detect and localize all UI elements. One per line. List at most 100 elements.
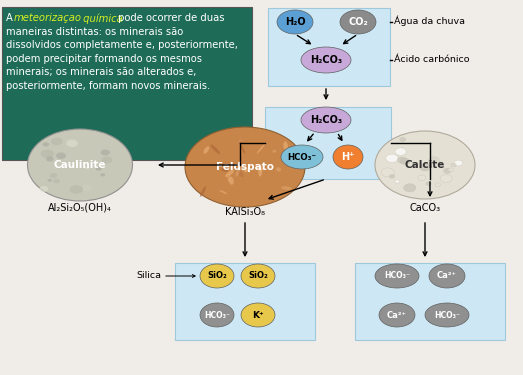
Text: H⁺: H⁺ — [342, 152, 355, 162]
Text: CO₂: CO₂ — [348, 17, 368, 27]
Ellipse shape — [381, 168, 394, 177]
Text: HCO₃⁻: HCO₃⁻ — [434, 310, 460, 320]
FancyBboxPatch shape — [355, 263, 505, 340]
Ellipse shape — [333, 145, 363, 169]
Ellipse shape — [340, 10, 376, 34]
Text: H₂CO₃: H₂CO₃ — [310, 55, 342, 65]
Text: SiO₂: SiO₂ — [207, 272, 227, 280]
Ellipse shape — [85, 166, 89, 170]
Ellipse shape — [56, 153, 66, 159]
Ellipse shape — [276, 167, 281, 172]
Ellipse shape — [283, 141, 288, 150]
Ellipse shape — [28, 129, 132, 201]
Text: maneiras distintas: os minerais são: maneiras distintas: os minerais são — [6, 27, 183, 37]
Ellipse shape — [50, 173, 58, 178]
Ellipse shape — [258, 165, 262, 177]
Ellipse shape — [236, 166, 240, 177]
Ellipse shape — [435, 183, 440, 186]
Ellipse shape — [41, 150, 54, 158]
Text: HCO₃⁻: HCO₃⁻ — [384, 272, 410, 280]
Text: Silica: Silica — [136, 272, 161, 280]
Ellipse shape — [220, 190, 227, 194]
Ellipse shape — [301, 47, 351, 73]
Ellipse shape — [429, 157, 439, 164]
Ellipse shape — [257, 167, 264, 171]
Ellipse shape — [397, 157, 407, 163]
Ellipse shape — [426, 182, 431, 186]
Ellipse shape — [82, 184, 92, 191]
Ellipse shape — [448, 168, 454, 172]
Text: podem precipitar formando os mesmos: podem precipitar formando os mesmos — [6, 54, 202, 64]
Text: meteorizaçao: meteorizaçao — [14, 13, 82, 23]
Text: SiO₂: SiO₂ — [248, 272, 268, 280]
Ellipse shape — [240, 144, 245, 154]
Ellipse shape — [400, 138, 406, 142]
Text: química: química — [80, 13, 123, 24]
Ellipse shape — [241, 165, 248, 172]
Ellipse shape — [420, 165, 429, 171]
FancyBboxPatch shape — [2, 7, 252, 160]
Ellipse shape — [379, 303, 415, 327]
Ellipse shape — [39, 186, 49, 192]
Ellipse shape — [404, 184, 416, 192]
Ellipse shape — [429, 264, 465, 288]
Text: CaCO₃: CaCO₃ — [410, 203, 440, 213]
Text: posteriormente, formam novos minerais.: posteriormente, formam novos minerais. — [6, 81, 210, 91]
Ellipse shape — [200, 186, 206, 197]
Text: K⁺: K⁺ — [252, 310, 264, 320]
Text: Calcite: Calcite — [405, 160, 445, 170]
Ellipse shape — [229, 176, 234, 185]
FancyBboxPatch shape — [175, 263, 315, 340]
Ellipse shape — [440, 175, 452, 183]
Ellipse shape — [425, 303, 469, 327]
Ellipse shape — [241, 264, 275, 288]
Text: Ácido carbónico: Ácido carbónico — [394, 54, 470, 63]
Ellipse shape — [66, 140, 78, 147]
Ellipse shape — [234, 167, 244, 177]
Ellipse shape — [419, 163, 431, 171]
Ellipse shape — [48, 179, 52, 182]
Text: minerais; os minerais são alterados e,: minerais; os minerais são alterados e, — [6, 68, 196, 78]
Ellipse shape — [257, 144, 265, 154]
Ellipse shape — [451, 163, 456, 167]
Ellipse shape — [96, 167, 102, 171]
Ellipse shape — [46, 156, 54, 162]
Text: Caulinite: Caulinite — [54, 160, 106, 170]
Ellipse shape — [400, 158, 410, 165]
Ellipse shape — [375, 264, 419, 288]
Ellipse shape — [241, 303, 275, 327]
Ellipse shape — [70, 185, 83, 194]
Ellipse shape — [203, 146, 209, 154]
Ellipse shape — [42, 142, 49, 147]
Ellipse shape — [281, 145, 323, 169]
Ellipse shape — [301, 107, 351, 133]
Ellipse shape — [395, 148, 406, 155]
Ellipse shape — [238, 139, 243, 142]
Text: Ca²⁺: Ca²⁺ — [387, 310, 407, 320]
Text: HCO₃⁻: HCO₃⁻ — [288, 153, 316, 162]
Ellipse shape — [395, 180, 400, 183]
Ellipse shape — [418, 175, 426, 180]
Ellipse shape — [100, 150, 110, 156]
FancyBboxPatch shape — [268, 8, 390, 86]
Ellipse shape — [100, 173, 105, 177]
Text: dissolvidos completamente e, posteriormente,: dissolvidos completamente e, posteriorme… — [6, 40, 238, 51]
Text: H₂O: H₂O — [285, 17, 305, 27]
Ellipse shape — [53, 178, 60, 183]
Ellipse shape — [51, 138, 63, 145]
Ellipse shape — [65, 139, 76, 146]
Ellipse shape — [454, 160, 463, 166]
Ellipse shape — [277, 10, 313, 34]
Ellipse shape — [210, 144, 220, 154]
Ellipse shape — [225, 170, 234, 177]
Text: Al₂Si₂O₅(OH)₄: Al₂Si₂O₅(OH)₄ — [48, 203, 112, 213]
Ellipse shape — [185, 127, 305, 207]
Ellipse shape — [101, 156, 112, 164]
Text: KAlSi₃O₈: KAlSi₃O₈ — [225, 207, 265, 217]
Ellipse shape — [272, 150, 276, 153]
Text: A: A — [6, 13, 16, 23]
FancyBboxPatch shape — [265, 107, 391, 179]
Ellipse shape — [386, 154, 398, 162]
Ellipse shape — [200, 264, 234, 288]
Ellipse shape — [375, 131, 475, 199]
